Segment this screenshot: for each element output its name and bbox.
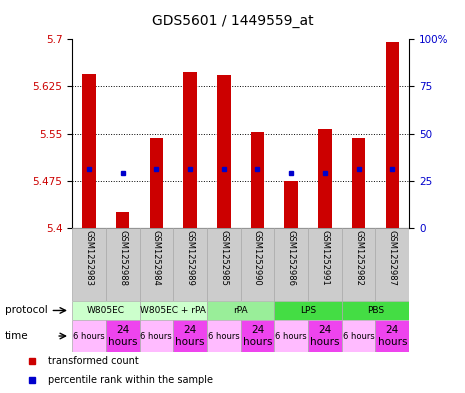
Bar (140, 320, 173, 352)
Text: 24
hours: 24 hours (108, 325, 137, 347)
Text: 24
hours: 24 hours (175, 325, 205, 347)
Text: GSM1252990: GSM1252990 (253, 230, 262, 286)
Bar (251, 132, 264, 228)
Text: 6 hours: 6 hours (208, 332, 239, 340)
Text: 6 hours: 6 hours (275, 332, 307, 340)
Bar (274, 320, 308, 352)
Bar (72, 228, 106, 301)
Text: 6 hours: 6 hours (140, 332, 172, 340)
Text: time: time (5, 331, 28, 341)
Bar (352, 138, 365, 228)
Bar (308, 320, 342, 352)
Bar (82, 74, 96, 228)
Bar (376, 228, 409, 301)
Bar (106, 320, 140, 352)
Text: GSM1252982: GSM1252982 (354, 230, 363, 286)
Text: LPS: LPS (300, 306, 316, 315)
Bar (72, 301, 140, 320)
Bar (241, 228, 274, 301)
Bar (106, 228, 140, 301)
Bar (241, 320, 274, 352)
Text: 6 hours: 6 hours (73, 332, 105, 340)
Text: transformed count: transformed count (48, 356, 139, 367)
Text: GSM1252986: GSM1252986 (287, 230, 296, 286)
Bar (342, 228, 376, 301)
Bar (318, 129, 332, 228)
Text: GSM1252989: GSM1252989 (186, 230, 194, 286)
Text: W805EC + rPA: W805EC + rPA (140, 306, 206, 315)
Bar (375, 320, 409, 352)
Bar (217, 75, 231, 228)
Bar (207, 320, 241, 352)
Text: percentile rank within the sample: percentile rank within the sample (48, 375, 213, 385)
Text: GSM1252983: GSM1252983 (85, 230, 93, 286)
Text: GSM1252988: GSM1252988 (118, 230, 127, 286)
Bar (285, 181, 298, 228)
Text: 24
hours: 24 hours (243, 325, 272, 347)
Bar (72, 320, 106, 352)
Bar (183, 72, 197, 228)
Text: rPA: rPA (233, 306, 248, 315)
Bar (173, 320, 207, 352)
Text: 6 hours: 6 hours (343, 332, 374, 340)
Bar (385, 42, 399, 228)
Bar (140, 301, 207, 320)
Text: W805EC: W805EC (87, 306, 125, 315)
Bar (308, 228, 342, 301)
Bar (116, 212, 129, 228)
Text: GSM1252991: GSM1252991 (320, 230, 329, 286)
Bar (140, 228, 173, 301)
Text: 24
hours: 24 hours (310, 325, 339, 347)
Text: 24
hours: 24 hours (378, 325, 407, 347)
Text: GSM1252987: GSM1252987 (388, 230, 397, 286)
Bar (150, 138, 163, 228)
Text: PBS: PBS (367, 306, 384, 315)
Bar (274, 301, 342, 320)
Bar (207, 228, 241, 301)
Bar (173, 228, 207, 301)
Bar (274, 228, 308, 301)
Text: protocol: protocol (5, 305, 47, 316)
Bar (207, 301, 274, 320)
Bar (342, 320, 376, 352)
Text: GSM1252984: GSM1252984 (152, 230, 161, 286)
Text: GSM1252985: GSM1252985 (219, 230, 228, 286)
Text: GDS5601 / 1449559_at: GDS5601 / 1449559_at (152, 14, 313, 28)
Bar (342, 301, 409, 320)
